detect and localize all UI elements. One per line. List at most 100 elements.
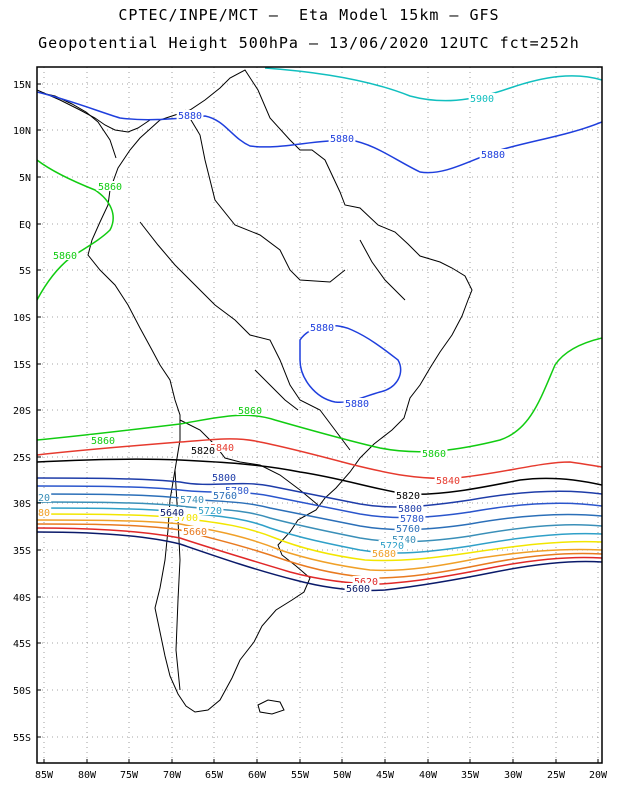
contour-label: 5860 [98, 182, 122, 193]
contour-label-bg [172, 512, 200, 522]
contour-label-bg [434, 475, 462, 485]
contour-5900 [264, 67, 602, 102]
lat-label: 10N [13, 126, 31, 137]
contour-label: 5700 [174, 513, 198, 524]
contour-label-bg [208, 442, 236, 452]
lat-label: 35S [13, 546, 31, 557]
lat-label: 15S [13, 360, 31, 371]
contour-5660 [37, 523, 602, 579]
contour-label-bg [196, 505, 224, 515]
contour-5680 [37, 519, 602, 572]
contour-label: 5620 [354, 577, 378, 588]
map-title-line-2: Geopotential Height 500hPa – 13/06/2020 … [38, 34, 580, 52]
contour-label-bg [328, 133, 356, 143]
contour-label-bg [96, 181, 124, 191]
contour-label: 5880 [345, 399, 369, 410]
contour-label-bg [178, 494, 206, 504]
contour-label: 5860 [91, 436, 115, 447]
contour-label-bg [211, 490, 239, 500]
contour-label: 5740 [180, 495, 204, 506]
contour-label-bg [158, 507, 186, 517]
lon-label: 85W [35, 770, 54, 781]
lon-label: 50W [333, 770, 352, 781]
lon-label: 75W [120, 770, 139, 781]
contour-label-bg [344, 583, 372, 593]
contour-label-bg [394, 490, 422, 500]
contour-label: 5840 [210, 443, 234, 454]
contour-5760 [37, 493, 602, 531]
contour-label-bg [343, 398, 371, 408]
lat-label: EQ [19, 220, 31, 231]
lon-label: 60W [248, 770, 267, 781]
lon-label: 80W [78, 770, 97, 781]
contour-label-bg [352, 576, 380, 586]
contour-5740 [37, 501, 602, 543]
contour-5820 [37, 458, 602, 496]
central-america-outline [37, 91, 117, 159]
contour-5700 [37, 513, 602, 562]
contour-label: 5780 [400, 514, 424, 525]
falkland-islands [257, 699, 285, 715]
contour-5860 [37, 159, 114, 301]
lon-label: 70W [163, 770, 182, 781]
contour-label: 5880 [481, 150, 505, 161]
contour-label-bg [394, 523, 422, 533]
lon-label: 20W [589, 770, 608, 781]
lat-label: 10S [13, 313, 31, 324]
contour-5800 [37, 477, 602, 508]
contour-label-bg [210, 472, 238, 482]
contour-label: 5820 [396, 491, 420, 502]
contour-label-bg [396, 503, 424, 513]
contour-label: 5640 [160, 508, 184, 519]
contour-labels: 5900 5880 5880 5880 5880 5880 5860 5860 5860 5860… [37, 93, 507, 595]
contour-label: 80 [38, 508, 50, 519]
lat-label: 5N [19, 173, 31, 184]
contour-label: 5680 [372, 549, 396, 560]
contour-lines [37, 67, 602, 592]
contour-label-bg [390, 534, 418, 544]
contour-5720 [37, 507, 602, 554]
latitude-labels: 15N 10N 5N EQ 5S 10S 15S 20S 25S 30S 35S 40S 45S 50S 5… [13, 80, 41, 744]
contour-label-bg [378, 540, 406, 550]
contour-label: 5800 [212, 473, 236, 484]
longitude-labels: 85W 80W 75W 70W 65W 60W 55W 50W 45W 40W 35W 30W 25W 2… [35, 759, 608, 781]
contour-label: 5860 [422, 449, 446, 460]
contour-label: 5760 [396, 524, 420, 535]
contour-label-bg [89, 435, 117, 445]
contour-label: 5900 [470, 94, 494, 105]
contour-label: 5880 [178, 111, 202, 122]
contour-label: 5660 [183, 527, 207, 538]
contour-label: 5760 [213, 491, 237, 502]
contour-label-bg [479, 149, 507, 159]
contour-label-bg [468, 93, 496, 103]
lat-label: 55S [13, 733, 31, 744]
lat-label: 50S [13, 686, 31, 697]
contour-label-bg [51, 250, 79, 260]
contour-label-bg [176, 110, 204, 120]
contour-label: 5840 [436, 476, 460, 487]
contour-label: 5800 [398, 504, 422, 515]
lon-label: 65W [205, 770, 224, 781]
lat-label: 25S [13, 453, 31, 464]
map-title-line-1: CPTEC/INPE/MCT – Eta Model 15km – GFS [118, 6, 500, 24]
contour-label: 5820 [191, 446, 215, 457]
contour-5600 [37, 531, 602, 592]
contour-5840 [37, 438, 602, 480]
contour-5620 [37, 527, 602, 585]
lon-label: 30W [504, 770, 523, 781]
contour-label-bg [37, 492, 52, 502]
lat-label: 20S [13, 406, 31, 417]
contour-label: 5880 [330, 134, 354, 145]
map-background [37, 67, 602, 763]
lat-label: 45S [13, 639, 31, 650]
lon-label: 40W [419, 770, 438, 781]
contour-label: 5860 [53, 251, 77, 262]
contour-label-bg [189, 445, 217, 455]
contour-5780 [37, 485, 602, 519]
lon-label: 35W [461, 770, 480, 781]
lat-lon-grid [37, 67, 602, 763]
lon-label: 55W [291, 770, 310, 781]
contour-label-bg [398, 513, 426, 523]
contour-5860 [37, 337, 602, 453]
